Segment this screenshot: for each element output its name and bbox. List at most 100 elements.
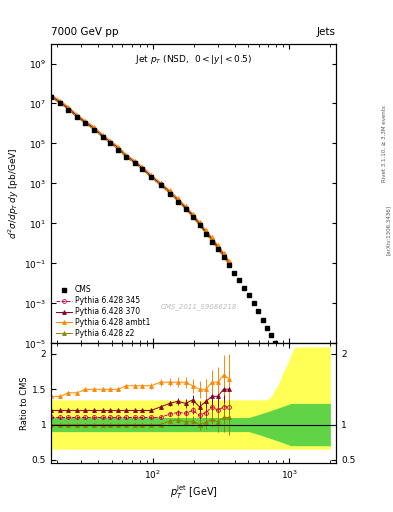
Pythia 6.428 345 [190, 213, 195, 219]
Text: Rivet 3.1.10, ≥ 3.3M events: Rivet 3.1.10, ≥ 3.3M events [382, 105, 387, 182]
Pythia 6.428 ambt1 [221, 249, 226, 255]
CMS [92, 126, 96, 133]
Text: 7000 GeV pp: 7000 GeV pp [51, 27, 119, 37]
CMS [232, 269, 237, 275]
Pythia 6.428 z2 [183, 206, 188, 212]
CMS [273, 340, 277, 347]
CMS [256, 308, 261, 314]
CMS [300, 397, 305, 403]
Pythia 6.428 370 [75, 113, 80, 119]
Pythia 6.428 370 [190, 212, 195, 218]
Pythia 6.428 345 [49, 94, 53, 100]
Pythia 6.428 z2 [58, 100, 62, 106]
Pythia 6.428 z2 [116, 146, 121, 153]
Pythia 6.428 z2 [108, 140, 113, 146]
Pythia 6.428 345 [140, 165, 145, 172]
Text: Jet $p_T$ (NSD,  $0 < |y| < 0.5$): Jet $p_T$ (NSD, $0 < |y| < 0.5$) [135, 53, 252, 66]
Pythia 6.428 370 [58, 99, 62, 105]
Pythia 6.428 z2 [124, 155, 129, 161]
Legend: CMS, Pythia 6.428 345, Pythia 6.428 370, Pythia 6.428 ambt1, Pythia 6.428 z2: CMS, Pythia 6.428 345, Pythia 6.428 370,… [55, 284, 152, 339]
Pythia 6.428 370 [108, 139, 113, 145]
CMS [237, 277, 242, 283]
Pythia 6.428 z2 [140, 166, 145, 173]
Pythia 6.428 z2 [75, 114, 80, 120]
Pythia 6.428 ambt1 [183, 203, 188, 209]
CMS [140, 166, 145, 173]
Pythia 6.428 345 [204, 229, 208, 236]
Pythia 6.428 345 [116, 145, 121, 152]
CMS [260, 317, 265, 323]
Pythia 6.428 z2 [49, 94, 53, 100]
CMS [277, 350, 282, 356]
Pythia 6.428 370 [116, 145, 121, 151]
Pythia 6.428 345 [215, 245, 220, 251]
Pythia 6.428 370 [204, 228, 208, 234]
Pythia 6.428 370 [83, 119, 88, 125]
Pythia 6.428 z2 [215, 246, 220, 252]
Pythia 6.428 370 [227, 259, 231, 265]
Line: Pythia 6.428 z2: Pythia 6.428 z2 [49, 96, 231, 266]
Pythia 6.428 370 [92, 125, 96, 131]
Pythia 6.428 345 [197, 221, 202, 227]
CMS [83, 120, 88, 126]
Pythia 6.428 370 [100, 133, 105, 139]
Pythia 6.428 z2 [83, 120, 88, 126]
Pythia 6.428 z2 [221, 253, 226, 260]
Pythia 6.428 345 [227, 261, 231, 267]
Pythia 6.428 370 [124, 153, 129, 159]
Pythia 6.428 ambt1 [49, 92, 53, 98]
Pythia 6.428 ambt1 [66, 103, 70, 110]
Y-axis label: Ratio to CMS: Ratio to CMS [20, 376, 29, 430]
Pythia 6.428 z2 [132, 160, 137, 166]
Pythia 6.428 370 [158, 180, 163, 186]
Pythia 6.428 ambt1 [227, 258, 231, 264]
Pythia 6.428 345 [66, 105, 70, 112]
Pythia 6.428 370 [66, 105, 70, 111]
Pythia 6.428 345 [124, 154, 129, 160]
CMS [149, 175, 153, 181]
CMS [176, 199, 180, 205]
Pythia 6.428 z2 [190, 214, 195, 220]
CMS [49, 94, 53, 100]
Pythia 6.428 ambt1 [204, 227, 208, 233]
Pythia 6.428 ambt1 [124, 152, 129, 158]
Pythia 6.428 345 [183, 205, 188, 211]
Pythia 6.428 345 [100, 134, 105, 140]
CMS [100, 134, 105, 140]
CMS [132, 160, 137, 166]
Pythia 6.428 ambt1 [92, 123, 96, 130]
Pythia 6.428 345 [83, 120, 88, 126]
Pythia 6.428 z2 [92, 126, 96, 133]
Pythia 6.428 345 [132, 160, 137, 166]
CMS [264, 325, 269, 331]
Pythia 6.428 ambt1 [167, 187, 172, 194]
Pythia 6.428 370 [221, 251, 226, 257]
Pythia 6.428 ambt1 [176, 195, 180, 201]
Pythia 6.428 z2 [158, 182, 163, 188]
Pythia 6.428 ambt1 [75, 112, 80, 118]
CMS [124, 155, 129, 161]
Pythia 6.428 370 [210, 236, 215, 242]
Text: Jets: Jets [317, 27, 336, 37]
Pythia 6.428 ambt1 [132, 158, 137, 164]
CMS [197, 222, 202, 228]
Pythia 6.428 345 [158, 181, 163, 187]
Pythia 6.428 ambt1 [58, 97, 62, 103]
CMS [285, 367, 290, 373]
Pythia 6.428 ambt1 [100, 132, 105, 138]
CMS [116, 146, 121, 153]
Line: CMS: CMS [49, 95, 316, 436]
Pythia 6.428 345 [92, 125, 96, 132]
Pythia 6.428 ambt1 [158, 180, 163, 186]
CMS [75, 114, 80, 120]
Pythia 6.428 345 [221, 252, 226, 259]
CMS [251, 301, 256, 307]
CMS [247, 292, 252, 298]
CMS [293, 382, 298, 389]
Pythia 6.428 ambt1 [83, 117, 88, 123]
Text: CMS_2011_S9086218: CMS_2011_S9086218 [161, 304, 237, 310]
Pythia 6.428 z2 [204, 230, 208, 237]
CMS [58, 100, 62, 106]
CMS [289, 374, 294, 380]
CMS [311, 431, 316, 437]
